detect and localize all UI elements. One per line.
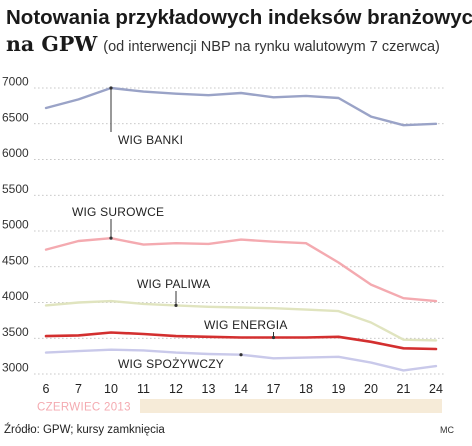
x-tick-label: 14: [234, 382, 248, 396]
chart-subtitle: (od interwencji NBP na rynku walutowym 7…: [103, 39, 440, 55]
period-label-background: [34, 399, 140, 413]
source-note: Źródło: GPW; kursy zamknięcia: [4, 423, 165, 436]
y-tick-label: 3000: [2, 361, 29, 375]
series-line-3: [44, 299, 438, 342]
series-label: WIG SPOŻYWCZY: [118, 357, 224, 371]
y-tick-label: 7000: [2, 75, 29, 89]
x-tick-label: 10: [104, 382, 118, 396]
series-annotations: WIG BANKI WIG SUROWCE WIG PALIWA WIG ENERGI…: [72, 86, 288, 371]
x-tick-label: 12: [169, 382, 183, 396]
x-tick-label: 18: [299, 382, 313, 396]
x-tick-label: 17: [267, 382, 281, 396]
y-tick-label: 5500: [2, 182, 29, 196]
y-tick-label: 6000: [2, 146, 29, 160]
x-tick-label: 24: [429, 382, 443, 396]
x-tick-label: 21: [397, 382, 411, 396]
y-tick-label: 3500: [2, 325, 29, 339]
chart-title-line2-text: na GPW: [6, 32, 98, 56]
series-line-4: [44, 331, 438, 351]
y-axis-ticks: 3000 3500 4000 4500 5000 5500 6000 6500 7000: [2, 75, 29, 375]
x-tick-label: 13: [202, 382, 216, 396]
x-tick-label: 11: [137, 382, 150, 396]
period-label: CZERWIEC 2013: [37, 402, 131, 414]
series-label: WIG PALIWA: [137, 277, 210, 291]
annotation-dot: [271, 335, 276, 340]
chart-title-line2: na GPW (od interwencji NBP na rynku walut…: [6, 32, 440, 56]
y-tick-label: 4500: [2, 253, 29, 267]
annotation-dot: [239, 353, 243, 357]
series-line-1: [44, 86, 438, 127]
y-tick-label: 4000: [2, 289, 29, 303]
series-label: WIG SUROWCE: [72, 205, 164, 219]
series-label: WIG BANKI: [118, 133, 183, 147]
annotation-dot: [174, 303, 178, 307]
annotation-dot: [109, 236, 113, 240]
annotation-dot: [109, 86, 113, 90]
chart-title: Notowania przykładowych indeksów branżow…: [6, 6, 472, 29]
credit: MC: [440, 425, 454, 435]
x-tick-label: 6: [43, 382, 50, 396]
y-tick-label: 5000: [2, 218, 29, 232]
x-tick-label: 20: [364, 382, 378, 396]
y-tick-label: 6500: [2, 110, 29, 124]
series-label: WIG ENERGIA: [204, 318, 288, 332]
series-line-5: [44, 348, 438, 372]
x-axis-ticks: 6 7 10 11 12 13 14 17 18 19 20 21 24: [43, 382, 443, 396]
series-line-2: [44, 236, 438, 303]
x-tick-label: 19: [332, 382, 346, 396]
x-tick-label: 7: [75, 382, 82, 396]
